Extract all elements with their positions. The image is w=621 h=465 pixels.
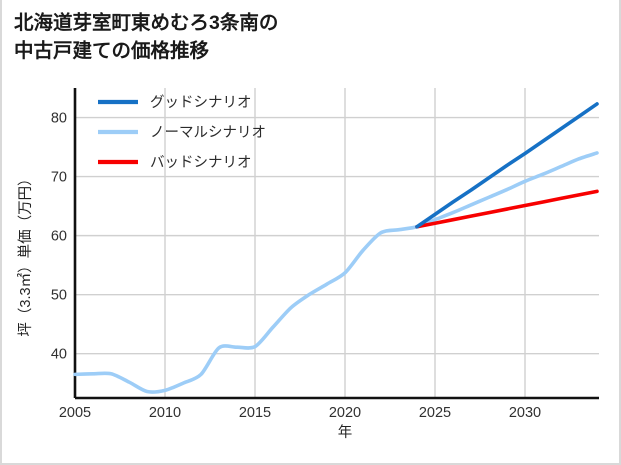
series-lines	[73, 102, 599, 394]
y-axis-tick-labels: 40 50 60 70 80	[51, 111, 67, 363]
x-axis-tick-labels: 2005 2010 2015 2020 2025 2030	[59, 405, 541, 421]
y-tick-label: 50	[51, 288, 67, 304]
x-tick-label: 2020	[329, 405, 361, 421]
legend-label: バッドシナリオ	[150, 155, 252, 171]
series-line-good	[415, 102, 599, 229]
x-tick-label: 2015	[239, 405, 271, 421]
y-axis-title: 坪（3.3㎡）単価（万円）	[17, 171, 34, 336]
y-tick-label: 80	[51, 111, 67, 127]
series-line-normal	[73, 151, 599, 394]
y-gridlines	[75, 116, 599, 355]
series-line-bad	[415, 189, 599, 229]
x-tick-label: 2010	[149, 405, 181, 421]
y-tick-label: 40	[51, 347, 67, 363]
page-title: 北海道芽室町東めむろ3条南の 中古戸建ての価格推移	[14, 12, 279, 62]
legend-label: ノーマルシナリオ	[150, 125, 266, 141]
x-tick-label: 2030	[509, 405, 541, 421]
x-tick-label: 2005	[59, 405, 91, 421]
y-tick-label: 70	[51, 170, 67, 186]
y-tick-label: 60	[51, 229, 67, 245]
legend-label: グッドシナリオ	[150, 94, 252, 111]
x-axis-title: 年	[338, 424, 353, 441]
x-tick-label: 2025	[419, 405, 451, 421]
axis-lines	[73, 88, 599, 400]
